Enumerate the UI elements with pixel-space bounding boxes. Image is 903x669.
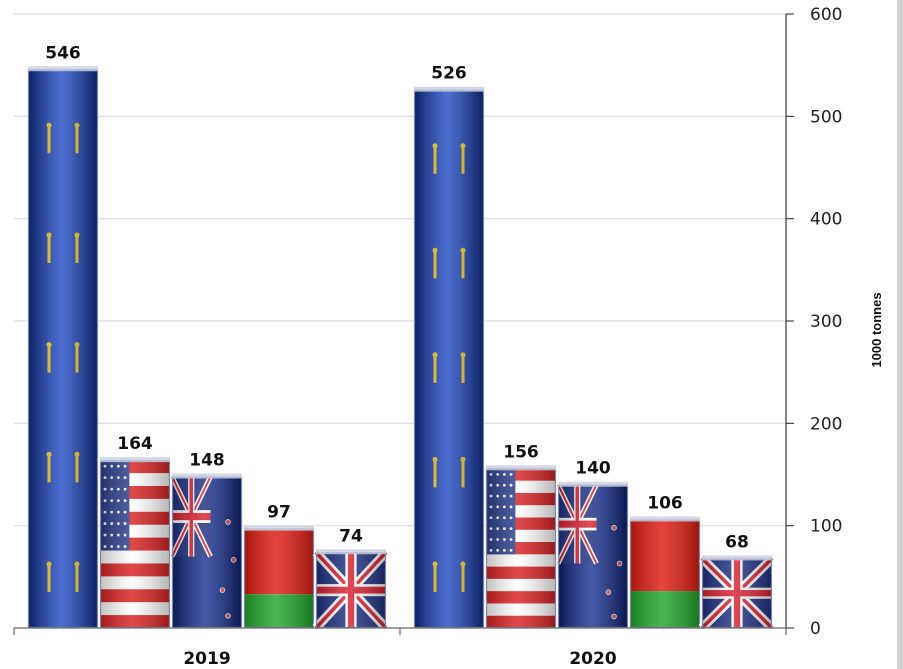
y-tick-label: 400 [810,210,842,230]
bar-us-2020 [485,465,557,629]
bars [27,66,776,632]
bar-nz-2019 [169,473,243,629]
bar-uk-2019 [312,549,390,632]
data-label: 106 [647,494,683,514]
data-label: 546 [45,43,81,63]
data-label: 140 [575,459,611,479]
x-category-label: 2019 [183,649,230,669]
y-tick-label: 0 [810,619,821,639]
data-label: 164 [117,434,153,454]
data-label: 74 [339,526,363,546]
y-tick-label: 500 [810,107,842,127]
y-tick-label: 200 [810,414,842,434]
y-tick-label: 600 [810,5,842,25]
data-label: 97 [267,503,291,523]
bar-by-2019 [243,525,315,629]
y-tick-label: 300 [810,312,842,332]
data-label: 68 [725,532,749,552]
axes: 0 100 200 300 400 500 600 2019 2020 [13,5,842,669]
window-edge [897,0,903,669]
x-category-label: 2020 [569,649,616,669]
y-tick-label: 100 [810,517,842,537]
bar-eu-2019 [27,66,99,629]
bar-by-2020 [629,516,701,629]
y-axis-label: 1000 tonnes [869,292,884,367]
data-label: 156 [503,442,539,462]
value-labels: 546 526 164 156 148 140 97 106 74 68 [45,43,749,552]
bar-nz-2020 [555,481,629,629]
data-label: 148 [189,451,225,471]
bar-us-2019 [99,457,171,629]
bar-eu-2020 [413,86,485,629]
bar-uk-2020 [698,555,776,632]
data-label: 526 [431,64,467,84]
